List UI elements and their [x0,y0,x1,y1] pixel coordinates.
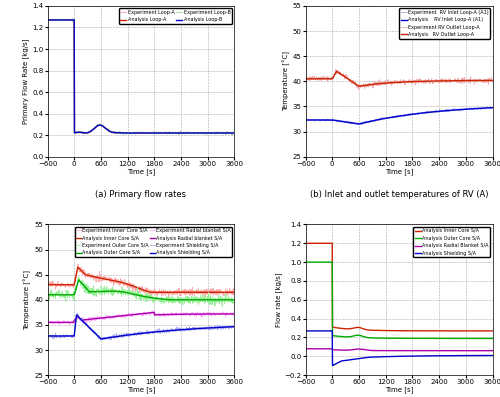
Legend: Experiment Loop-A, Analysis Loop-A, Experiment Loop-B, Analysis Loop-B: Experiment Loop-A, Analysis Loop-A, Expe… [119,8,232,24]
Text: (b) Inlet and outlet temperatures of RV (A): (b) Inlet and outlet temperatures of RV … [310,190,488,199]
X-axis label: Time [s]: Time [s] [385,168,413,175]
Y-axis label: Primary Flow Rate [kg/s]: Primary Flow Rate [kg/s] [22,39,30,124]
X-axis label: Time [s]: Time [s] [385,387,413,393]
Legend: Experiment Inner Core S/A, Analysis Inner Core S/A, Experiment Outer Core S/A, A: Experiment Inner Core S/A, Analysis Inne… [75,227,232,256]
Text: (a) Primary flow rates: (a) Primary flow rates [96,190,186,199]
Y-axis label: Temperature [°C]: Temperature [°C] [282,51,290,111]
X-axis label: Time [s]: Time [s] [127,168,155,175]
Y-axis label: Temperature [°C]: Temperature [°C] [24,270,32,330]
Legend: Experiment  RV Inlet Loop-A (A1), Analysis    RV Inlet Loop-A (A1), Experiment R: Experiment RV Inlet Loop-A (A1), Analysi… [399,8,490,39]
Legend: Analysis Inner Core S/A, Analysis Outer Core S/A, Analysis Radial Blanket S/A, A: Analysis Inner Core S/A, Analysis Outer … [414,227,490,257]
Y-axis label: Flow rate [kg/s]: Flow rate [kg/s] [275,272,281,327]
X-axis label: Time [s]: Time [s] [127,387,155,393]
